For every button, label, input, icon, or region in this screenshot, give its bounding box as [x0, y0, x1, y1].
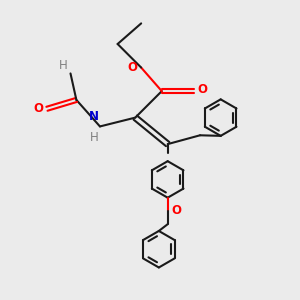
Text: O: O — [33, 102, 43, 115]
Text: O: O — [198, 83, 208, 96]
Text: H: H — [90, 131, 98, 144]
Text: O: O — [172, 205, 182, 218]
Text: N: N — [88, 110, 98, 123]
Text: O: O — [128, 61, 138, 74]
Text: H: H — [59, 59, 68, 72]
